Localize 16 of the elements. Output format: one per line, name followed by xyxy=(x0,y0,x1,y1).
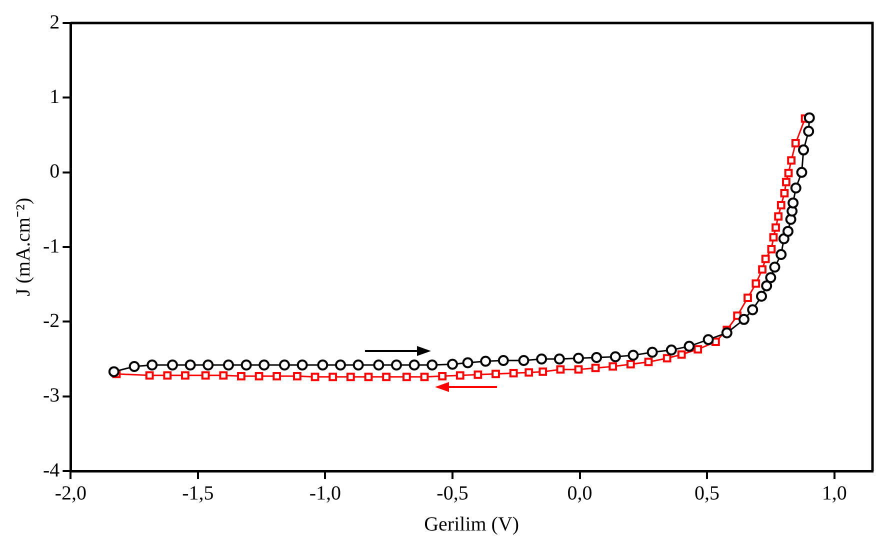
y-tick-label: -4 xyxy=(42,459,60,482)
x-tick-label: 1,0 xyxy=(822,482,847,504)
x-tick-label: -1,0 xyxy=(309,482,342,504)
x-tick-label: 0,5 xyxy=(694,482,720,504)
y-tick-label: 1 xyxy=(50,86,60,108)
x-tick-label: -0,5 xyxy=(436,482,468,504)
y-tick-label: -1 xyxy=(42,235,60,258)
x-tick-label: -2,0 xyxy=(54,482,86,504)
x-axis-title: Gerilim (V) xyxy=(424,513,520,536)
y-tick-label: -3 xyxy=(42,384,60,407)
x-tick-label: 0,0 xyxy=(567,482,592,504)
y-tick-label: -2 xyxy=(42,310,60,332)
y-tick-label: 0 xyxy=(50,160,60,183)
x-tick-label: -1,5 xyxy=(182,482,214,504)
y-axis-title: J (mA.cm⁻²) xyxy=(12,198,34,296)
y-tick-label: 2 xyxy=(50,11,60,34)
